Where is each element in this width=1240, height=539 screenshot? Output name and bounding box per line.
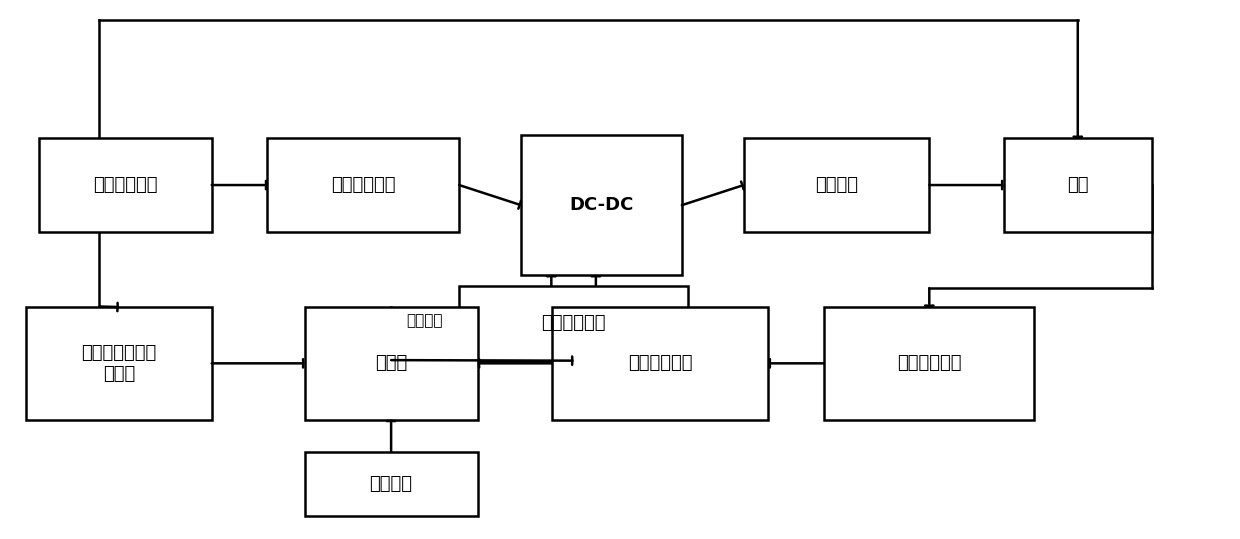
Text: 外部供电电源: 外部供电电源 xyxy=(93,176,157,194)
Bar xyxy=(305,307,477,420)
Bar xyxy=(305,452,477,516)
Bar xyxy=(744,138,929,232)
Text: 整流滤波电路: 整流滤波电路 xyxy=(331,176,396,194)
Bar xyxy=(38,138,212,232)
Text: 电压检测电路: 电压检测电路 xyxy=(627,354,692,372)
Text: 超级电容模组: 超级电容模组 xyxy=(897,354,961,372)
Bar xyxy=(26,307,212,420)
Text: DC-DC: DC-DC xyxy=(569,196,634,214)
Bar xyxy=(825,307,1034,420)
Text: 逆变电路: 逆变电路 xyxy=(815,176,858,194)
Text: 负载: 负载 xyxy=(1068,176,1089,194)
Text: 控制器: 控制器 xyxy=(374,354,407,372)
Text: 过压保护电路: 过压保护电路 xyxy=(542,314,606,332)
Bar xyxy=(1003,138,1152,232)
Text: 信号驱动: 信号驱动 xyxy=(405,313,443,328)
Bar xyxy=(521,135,682,275)
Text: 外部电源掉电检
测电路: 外部电源掉电检 测电路 xyxy=(82,344,156,383)
Bar xyxy=(268,138,459,232)
Text: 辅助电源: 辅助电源 xyxy=(370,475,413,493)
Bar xyxy=(459,286,688,361)
Bar xyxy=(552,307,769,420)
